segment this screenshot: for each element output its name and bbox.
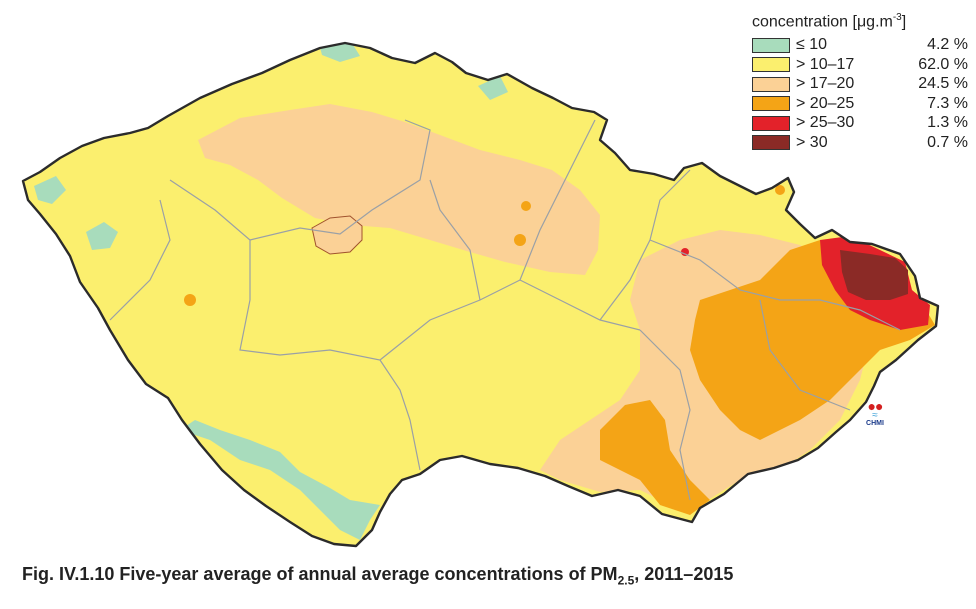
legend-range: > 20–25 [796, 94, 855, 112]
legend-share: 62.0 % [918, 55, 968, 73]
legend-share: 0.7 % [927, 133, 968, 151]
legend-swatch [752, 135, 790, 151]
logo-wave-icon: ≈ [872, 410, 878, 421]
zone-over-30 [840, 250, 908, 300]
legend-row: > 20–25 7.3 % [752, 94, 968, 114]
legend-row: > 17–20 24.5 % [752, 74, 968, 94]
legend-share: 1.3 % [927, 114, 968, 132]
figure-caption: Fig. IV.1.10 Five-year average of annual… [22, 564, 734, 588]
legend-range: > 25–30 [796, 114, 855, 132]
legend-row: > 10–17 62.0 % [752, 55, 968, 75]
logo-name: CHMI [866, 420, 884, 427]
legend-share: 4.2 % [927, 36, 968, 54]
legend-swatch [752, 37, 790, 53]
legend-range: > 10–17 [796, 55, 855, 73]
hotspot-hradec [514, 234, 526, 246]
zone-20-25-brno [600, 400, 710, 515]
zone-le10-west [86, 222, 118, 250]
legend-row: ≤ 10 4.2 % [752, 35, 968, 55]
legend-range: > 30 [796, 133, 828, 151]
zone-le10-nw [34, 176, 66, 204]
hotspot-ostrava-north [775, 185, 785, 195]
legend-swatch [752, 57, 790, 73]
legend-swatch [752, 96, 790, 112]
legend-row: > 25–30 1.3 % [752, 113, 968, 133]
country-border [21, 41, 940, 548]
hotspot-olomouc [681, 248, 689, 256]
chmi-logo: ●● ≈ CHMI [858, 398, 892, 427]
zone-17-20-north [198, 104, 600, 275]
legend-range: ≤ 10 [796, 36, 828, 54]
legend-range: > 17–20 [796, 75, 855, 93]
legend-title: concentration [μg.m-3] [752, 12, 907, 31]
legend-rows: ≤ 10 4.2 % > 10–17 62.0 % > 17–20 24.5 % > 20–… [752, 35, 968, 152]
zone-le10-sumava [180, 420, 380, 540]
region-boundaries [109, 119, 901, 501]
legend-row: > 30 0.7 % [752, 133, 968, 153]
legend-share: 7.3 % [927, 94, 968, 112]
hotspot-prague [311, 215, 363, 255]
legend-swatch [752, 76, 790, 92]
hotspot-pardubice [521, 201, 531, 211]
legend-swatch [752, 115, 790, 131]
legend-share: 24.5 % [918, 75, 968, 93]
legend: concentration [μg.m-3] ≤ 10 4.2 % > 10–17 6… [752, 12, 968, 152]
hotspot-plzen [184, 294, 196, 306]
zone-le10-giant-mts [478, 76, 508, 100]
logo-dots-icon: ●● [867, 398, 884, 414]
